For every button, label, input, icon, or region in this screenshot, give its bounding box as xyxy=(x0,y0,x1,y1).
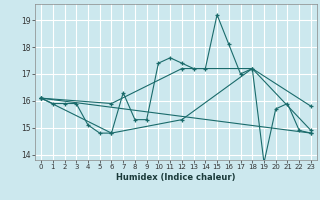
X-axis label: Humidex (Indice chaleur): Humidex (Indice chaleur) xyxy=(116,173,236,182)
